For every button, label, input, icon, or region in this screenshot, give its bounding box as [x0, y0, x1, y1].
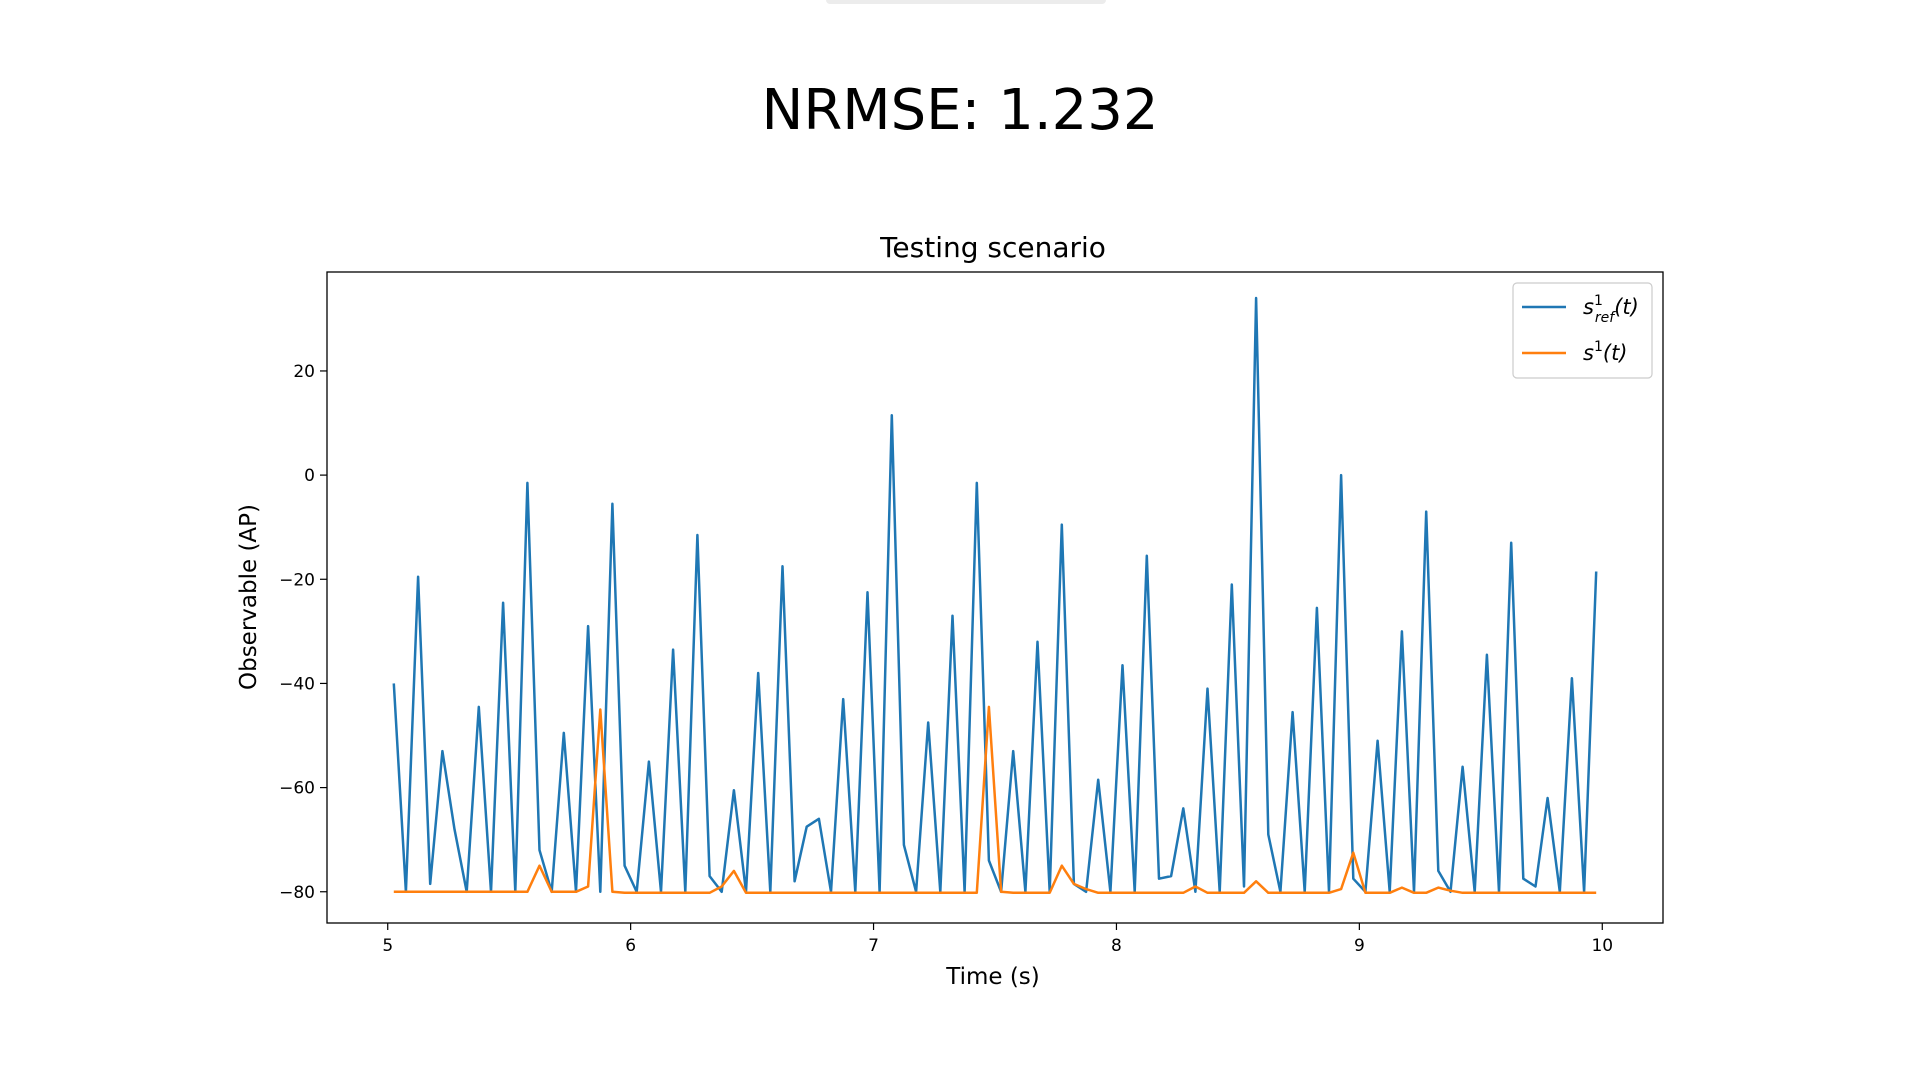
y-axis-label: Observable (AP)	[236, 504, 262, 690]
x-tick-label: 10	[1591, 936, 1613, 956]
x-tick-label: 9	[1354, 936, 1365, 956]
legend-label-model: s1(t)	[1583, 339, 1628, 365]
x-axis-ticks: 5 6 7 8 9 10	[382, 923, 1613, 956]
x-tick-label: 8	[1111, 936, 1122, 956]
series-line-model	[393, 705, 1597, 895]
y-tick-label: −60	[279, 779, 315, 799]
y-tick-label: −80	[279, 883, 315, 903]
nrmse-headline: NRMSE: 1.232	[761, 78, 1159, 143]
series-layer	[392, 296, 1598, 895]
x-tick-label: 6	[625, 936, 636, 956]
chart-title: Testing scenario	[879, 231, 1106, 264]
window-top-tab	[826, 0, 1106, 4]
y-tick-label: 0	[304, 466, 315, 486]
y-axis-ticks: 20 0 −20 −40 −60 −80	[279, 362, 327, 903]
x-tick-label: 7	[868, 936, 879, 956]
y-tick-label: 20	[293, 362, 315, 382]
x-axis-label: Time (s)	[945, 964, 1040, 990]
plot-frame	[326, 271, 1664, 924]
y-tick-label: −40	[279, 674, 315, 694]
legend: s1 ref(t) s1(t)	[1512, 282, 1653, 379]
x-tick-label: 5	[382, 936, 393, 956]
series-line-ref	[392, 296, 1598, 894]
y-tick-label: −20	[279, 570, 315, 590]
